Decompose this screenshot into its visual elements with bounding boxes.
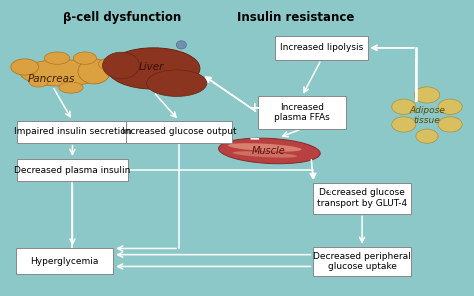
Text: Decreased peripheral
glucose uptake: Decreased peripheral glucose uptake: [313, 252, 411, 271]
Text: −: −: [248, 131, 260, 145]
Ellipse shape: [392, 99, 416, 115]
Ellipse shape: [20, 59, 103, 86]
Ellipse shape: [45, 52, 70, 64]
Text: Adipose
tissue: Adipose tissue: [409, 106, 445, 125]
Ellipse shape: [11, 59, 38, 75]
Ellipse shape: [99, 58, 118, 70]
Text: Increased
plasma FFAs: Increased plasma FFAs: [274, 103, 330, 122]
Text: Decreased plasma insulin: Decreased plasma insulin: [14, 165, 131, 175]
Text: Insulin resistance: Insulin resistance: [237, 11, 355, 24]
Ellipse shape: [59, 82, 83, 93]
Text: Impaired insulin secretion: Impaired insulin secretion: [14, 127, 131, 136]
Text: Liver: Liver: [138, 62, 164, 72]
Text: Decreased glucose
transport by GLUT-4: Decreased glucose transport by GLUT-4: [317, 188, 407, 208]
Ellipse shape: [416, 129, 438, 143]
Ellipse shape: [146, 70, 207, 96]
Text: Increased glucose output: Increased glucose output: [122, 127, 237, 136]
Text: +: +: [324, 182, 336, 196]
Ellipse shape: [414, 87, 440, 103]
Ellipse shape: [102, 52, 140, 79]
Text: Muscle: Muscle: [252, 146, 285, 156]
Ellipse shape: [176, 41, 186, 49]
FancyBboxPatch shape: [313, 247, 411, 276]
Ellipse shape: [219, 138, 320, 164]
FancyBboxPatch shape: [17, 159, 128, 181]
Text: Increased lipolysis: Increased lipolysis: [280, 43, 363, 52]
Ellipse shape: [392, 117, 416, 132]
Ellipse shape: [73, 52, 97, 64]
FancyBboxPatch shape: [258, 96, 346, 129]
FancyBboxPatch shape: [17, 121, 128, 143]
FancyBboxPatch shape: [126, 121, 232, 143]
Text: Pancreas: Pancreas: [28, 74, 75, 84]
Text: β-cell dysfunction: β-cell dysfunction: [63, 11, 182, 24]
Ellipse shape: [438, 99, 462, 115]
Ellipse shape: [78, 59, 110, 84]
FancyBboxPatch shape: [275, 36, 368, 59]
FancyBboxPatch shape: [16, 248, 113, 274]
Ellipse shape: [438, 117, 462, 132]
Ellipse shape: [29, 76, 48, 87]
Text: Hyperglycemia: Hyperglycemia: [30, 257, 99, 266]
Text: +: +: [248, 101, 260, 115]
Ellipse shape: [228, 143, 301, 152]
Ellipse shape: [232, 151, 297, 158]
FancyBboxPatch shape: [313, 183, 411, 213]
Ellipse shape: [107, 48, 200, 89]
